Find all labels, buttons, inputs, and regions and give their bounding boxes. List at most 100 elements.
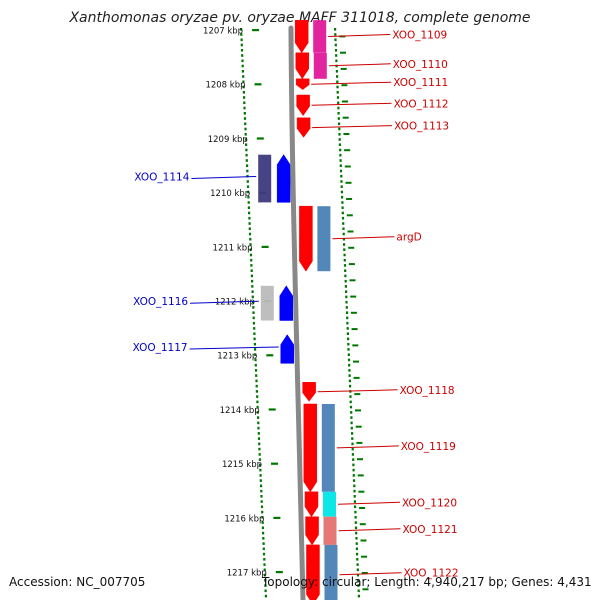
gene-arrow-XOO_1112: [296, 94, 310, 117]
inner-dotted-track: [256, 405, 259, 409]
inner-dotted-track: [262, 537, 265, 540]
inner-dotted-track: [262, 552, 266, 556]
inner-dotted-track: [243, 101, 246, 105]
outer-dotted-track: [345, 290, 348, 293]
gene-label-XOO_1113: XOO_1113: [394, 121, 449, 133]
outer-dotted-track: [340, 180, 343, 183]
inner-dotted-track: [240, 28, 243, 31]
inner-dotted-track: [247, 201, 250, 204]
outer-dotted-track: [340, 185, 343, 188]
outer-dotted-track: [347, 353, 350, 356]
outer-dotted-track: [356, 568, 359, 572]
kbp-tick-label: 1216 kbp: [224, 514, 264, 524]
inner-dotted-track: [246, 185, 250, 188]
inner-dotted-track: [259, 468, 262, 472]
inner-dotted-track: [251, 300, 255, 304]
outer-track-tick: [356, 441, 363, 444]
inner-dotted-track: [248, 216, 251, 220]
gene-arrow-XOO_1116: [279, 285, 294, 321]
gene-label-leader-XOO_1122: [339, 572, 402, 576]
outer-dotted-track: [342, 232, 345, 236]
inner-dotted-track: [252, 321, 255, 325]
inner-dotted-track: [258, 447, 261, 451]
inner-dotted-track: [260, 495, 263, 498]
inner-dotted-track: [243, 96, 246, 99]
outer-dotted-track: [337, 117, 340, 120]
inner-dotted-track: [240, 43, 243, 47]
inner-dotted-track: [246, 169, 249, 173]
outer-track-tick: [361, 572, 368, 574]
page-title: Xanthomonas oryzae pv. oryzae MAFF 31101…: [69, 10, 531, 26]
inner-dotted-track: [246, 180, 249, 183]
outer-dotted-track: [339, 148, 342, 152]
inner-dotted-track: [248, 211, 251, 215]
inner-dotted-track: [247, 190, 250, 194]
inner-dotted-track: [256, 395, 259, 398]
gene-feature-box-XOO_1116: [260, 285, 274, 321]
inner-dotted-track: [258, 442, 261, 446]
inner-dotted-track: [262, 547, 265, 551]
kbp-tick: [275, 571, 283, 574]
kbp-tick-label: 1214 kbp: [220, 406, 260, 416]
outer-dotted-track: [339, 164, 342, 167]
outer-dotted-track: [351, 432, 354, 435]
kbp-tick: [271, 462, 278, 465]
gene-arrow-XOO_1110: [295, 52, 310, 80]
inner-dotted-track: [249, 248, 252, 251]
inner-dotted-track: [254, 353, 257, 356]
inner-dotted-track: [250, 274, 253, 278]
kbp-tick: [254, 83, 262, 86]
kbp-tick: [256, 137, 264, 140]
inner-dotted-track: [241, 64, 244, 68]
kbp-tick-label: 1211 kbp: [213, 243, 253, 253]
inner-dotted-track: [255, 374, 258, 377]
outer-track-tick: [347, 230, 354, 233]
inner-dotted-track: [245, 143, 248, 146]
gene-label-XOO_1121: XOO_1121: [403, 524, 458, 536]
outer-dotted-track: [343, 264, 347, 267]
inner-dotted-track: [241, 54, 244, 57]
outer-dotted-track: [352, 463, 355, 467]
kbp-tick-label: 1207 kbp: [203, 27, 243, 37]
outer-dotted-track: [337, 112, 340, 115]
inner-dotted-track: [240, 49, 244, 52]
outer-dotted-track: [338, 127, 341, 131]
inner-dotted-track: [242, 75, 245, 78]
outer-track-tick: [346, 198, 353, 200]
outer-dotted-track: [356, 573, 360, 577]
outer-dotted-track: [343, 253, 346, 257]
inner-dotted-track: [251, 279, 254, 283]
kbp-tick-label: 1215 kbp: [222, 460, 262, 470]
inner-dotted-track: [250, 258, 253, 262]
outer-track-tick: [357, 474, 364, 477]
inner-dotted-track: [260, 500, 263, 503]
gene-label-XOO_1112: XOO_1112: [394, 98, 449, 110]
inner-dotted-track: [263, 558, 266, 561]
outer-dotted-track: [334, 28, 337, 31]
outer-dotted-track: [338, 138, 341, 141]
inner-dotted-track: [254, 369, 258, 372]
gene-label-leader-XOO_1109: [328, 34, 391, 37]
outer-dotted-track: [347, 342, 350, 346]
gene-label-XOO_1117: XOO_1117: [133, 342, 188, 354]
gene-arrow-XOO_1120: [304, 491, 319, 518]
outer-dotted-track: [351, 447, 354, 451]
kbp-tick: [273, 516, 281, 519]
gene-label-leader-XOO_1111: [311, 81, 392, 85]
kbp-tick: [268, 408, 276, 411]
outer-dotted-track: [350, 416, 353, 419]
gene-arrow-XOO_1114: [276, 154, 291, 203]
outer-dotted-track: [344, 279, 347, 283]
inner-dotted-track: [257, 432, 260, 435]
outer-dotted-track: [339, 169, 343, 173]
inner-dotted-track: [254, 363, 257, 367]
inner-dotted-track: [258, 453, 261, 456]
outer-dotted-track: [335, 59, 338, 63]
outer-dotted-track: [351, 453, 354, 456]
outer-dotted-track: [354, 521, 357, 524]
outer-dotted-track: [334, 43, 337, 47]
outer-track-tick: [357, 458, 363, 461]
inner-dotted-track: [256, 400, 259, 404]
inner-dotted-track: [249, 253, 253, 257]
outer-dotted-track: [349, 384, 352, 388]
